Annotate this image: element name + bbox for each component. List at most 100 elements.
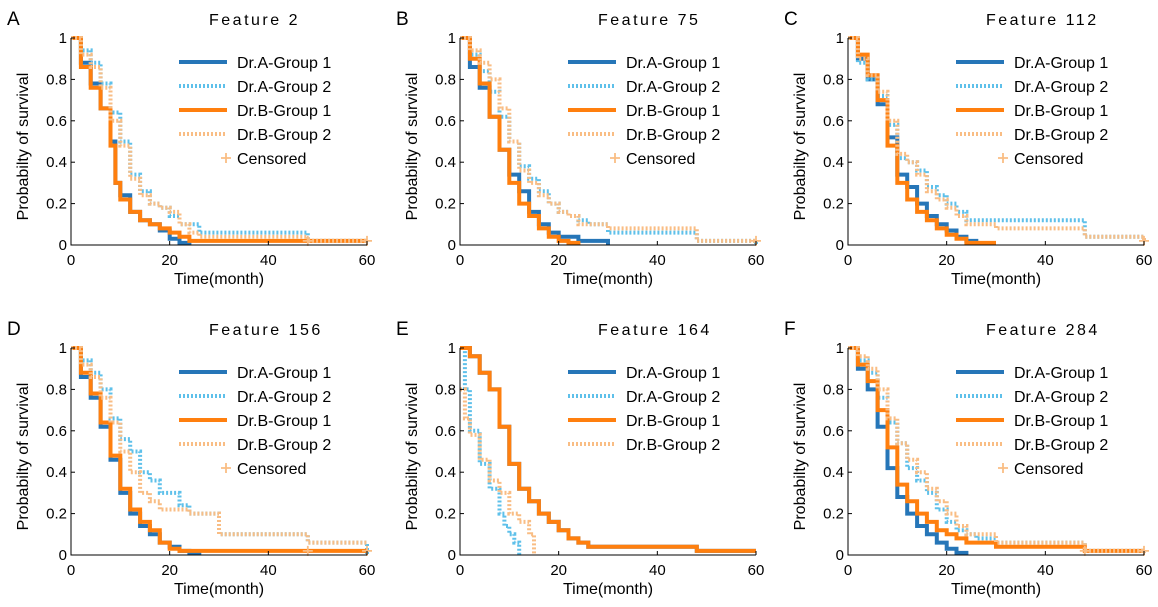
x-tick-label: 0 (456, 562, 464, 579)
legend-label: Censored (626, 151, 695, 168)
series-group (460, 346, 756, 555)
series-line-1 (848, 346, 969, 555)
y-axis-label: Probabilty of survival (15, 73, 32, 221)
panel-d: D Feature 156 0 20 40 60 0 0.2 0.4 0.6 0.8 1 Time(mo… (7, 319, 375, 598)
series-line-3 (460, 36, 581, 245)
legend-label: Censored (1014, 461, 1083, 478)
legend-label: Censored (1014, 151, 1083, 168)
x-axis-label: Time(month) (951, 271, 1041, 288)
legend-label: Dr.B-Group 1 (1014, 103, 1108, 120)
y-axis-label: Probabilty of survival (792, 73, 809, 221)
panel-title: Feature 164 (598, 322, 712, 339)
y-tick-label: 0.4 (46, 154, 67, 171)
x-tick-label: 40 (1037, 252, 1054, 269)
panel-title: Feature 2 (209, 12, 300, 29)
panel-letter: F (784, 319, 796, 340)
censored-marker (302, 545, 313, 556)
legend-label: Dr.A-Group 1 (1014, 365, 1108, 382)
y-tick-label: 0 (59, 237, 67, 254)
panel-b: B Feature 75 0 20 40 60 0 0.2 0.4 0.6 0.8 1 Time(mon… (396, 9, 764, 288)
legend-label: Dr.A-Group 2 (237, 79, 331, 96)
legend-label: Dr.A-Group 2 (626, 79, 720, 96)
y-tick-label: 0.2 (435, 506, 456, 523)
panel-letter: D (7, 319, 21, 340)
y-tick-label: 0.6 (435, 423, 456, 440)
y-tick-label: 1 (59, 30, 67, 47)
x-axis-label: Time(month) (563, 271, 653, 288)
legend-label: Dr.B-Group 2 (1014, 127, 1108, 144)
legend-marker-censored (610, 153, 620, 163)
y-tick-label: 0.2 (823, 196, 844, 213)
legend-label: Dr.B-Group 1 (1014, 413, 1108, 430)
legend-label: Dr.B-Group 2 (237, 437, 331, 454)
x-tick-label: 60 (1136, 562, 1153, 579)
panel-e: E Feature 164 0 20 40 60 0 0.2 0.4 0.6 0.8 1 Time(mo… (396, 319, 764, 598)
y-tick-label: 0.8 (823, 71, 844, 88)
censored-marker (1079, 545, 1090, 556)
x-tick-label: 0 (456, 252, 464, 269)
y-tick-label: 0 (59, 547, 67, 564)
x-tick-label: 40 (260, 562, 277, 579)
panel-title: Feature 112 (986, 12, 1099, 29)
series-line-4 (71, 346, 367, 545)
x-tick-label: 20 (161, 562, 178, 579)
series-line-1 (460, 36, 610, 245)
legend-label: Dr.B-Group 2 (1014, 437, 1108, 454)
x-tick-label: 20 (550, 252, 567, 269)
legend-marker-censored (998, 153, 1008, 163)
legend-label: Dr.A-Group 2 (1014, 389, 1108, 406)
series-line-3 (460, 346, 756, 553)
legend-label: Dr.A-Group 1 (626, 365, 720, 382)
panel-letter: B (396, 9, 409, 30)
series-line-3 (848, 346, 1144, 553)
legend-label: Dr.A-Group 1 (626, 55, 720, 72)
panel-title: Feature 284 (986, 322, 1100, 339)
legend-label: Dr.A-Group 2 (237, 389, 331, 406)
y-tick-label: 0.8 (46, 381, 67, 398)
y-tick-label: 1 (836, 30, 844, 47)
legend-label: Dr.B-Group 2 (626, 437, 720, 454)
x-axis-label: Time(month) (174, 271, 264, 288)
y-tick-label: 0.8 (435, 71, 456, 88)
legend-label: Dr.A-Group 2 (1014, 79, 1108, 96)
x-tick-label: 60 (359, 252, 376, 269)
legend: Dr.A-Group 1 Dr.A-Group 2 Dr.B-Group 1 Dr.B… (568, 55, 720, 168)
x-tick-label: 0 (67, 562, 75, 579)
y-tick-label: 0.6 (823, 113, 844, 130)
panel-c: C Feature 112 0 20 40 60 0 0.2 0.4 0.6 0.8 1 Time(mo… (784, 9, 1152, 288)
y-axis-label: Probabilty of survival (15, 383, 32, 531)
legend-label: Dr.B-Group 2 (626, 127, 720, 144)
y-tick-label: 0.8 (46, 71, 67, 88)
y-tick-label: 0.4 (435, 154, 456, 171)
x-tick-label: 20 (938, 562, 955, 579)
y-tick-label: 0.2 (46, 506, 67, 523)
series-line-3 (71, 346, 367, 553)
panel-letter: A (7, 9, 20, 30)
y-tick-label: 0 (836, 237, 844, 254)
x-tick-label: 60 (748, 562, 765, 579)
y-tick-label: 0.2 (823, 506, 844, 523)
x-tick-label: 40 (1037, 562, 1054, 579)
series-line-2 (460, 346, 522, 555)
legend-marker-censored (221, 153, 231, 163)
series-group (848, 36, 1146, 245)
y-tick-label: 0 (836, 547, 844, 564)
x-tick-label: 0 (67, 252, 75, 269)
y-tick-label: 1 (836, 340, 844, 357)
legend-label: Dr.B-Group 1 (237, 103, 331, 120)
y-tick-label: 1 (448, 30, 456, 47)
y-tick-label: 0.6 (435, 113, 456, 130)
y-tick-label: 0 (448, 237, 456, 254)
legend-label: Dr.A-Group 1 (237, 55, 331, 72)
y-axis-label: Probabilty of survival (792, 383, 809, 531)
legend-label: Dr.B-Group 2 (237, 127, 331, 144)
x-axis-label: Time(month) (951, 581, 1041, 598)
x-tick-label: 40 (649, 252, 666, 269)
x-axis-label: Time(month) (174, 581, 264, 598)
legend-label: Dr.A-Group 1 (237, 365, 331, 382)
legend: Dr.A-Group 1 Dr.A-Group 2 Dr.B-Group 1 Dr.B… (956, 365, 1108, 478)
series-line-4 (71, 36, 367, 243)
legend-label: Dr.A-Group 2 (626, 389, 720, 406)
panel-letter: E (396, 319, 409, 340)
